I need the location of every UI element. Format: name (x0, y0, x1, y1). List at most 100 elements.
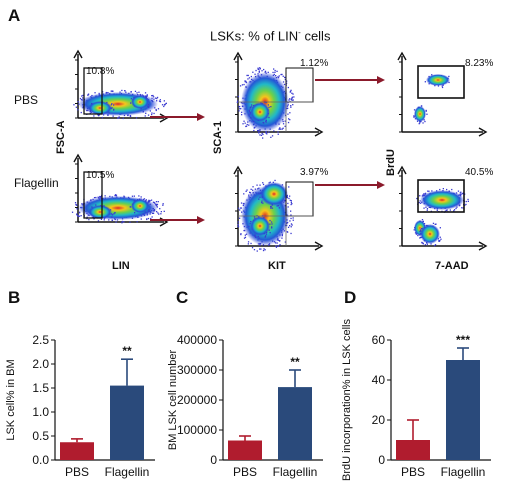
col2-cloud-1-dot (291, 224, 293, 226)
col2-cloud-0-dot (254, 73, 256, 75)
col1-cloud-0-dot (144, 115, 146, 117)
col2-cloud-1-dot (240, 202, 243, 204)
col1-hot-0-dot (148, 106, 150, 108)
col2-cloud-1-dot (263, 248, 265, 250)
col1-hot2-0-dot (108, 112, 110, 114)
col1-cloud-0-dot (75, 106, 77, 108)
col1-cloud-0-dot (163, 100, 165, 102)
col3-high-1-dot (425, 206, 427, 208)
panel-b-letter: B (8, 288, 21, 307)
col2-core-0-dot (249, 108, 251, 110)
col2-core-0-dot (248, 110, 251, 113)
col2-cloud-1-dot (262, 182, 264, 184)
col1-hot-1-dot (142, 198, 144, 201)
col2-cloud-0-dot (250, 75, 252, 78)
gate-pct-col2-pbs: 1.12% (300, 58, 329, 69)
y-tick-label: 0.5 (32, 429, 49, 443)
col2-cloud-0-dot (259, 134, 261, 136)
y-tick-label: 40 (372, 373, 386, 387)
col1-cloud-1-dot (163, 210, 165, 212)
col1-cloud-1-dot (138, 195, 140, 197)
col2-hot-1-dot (271, 207, 274, 209)
col2-cloud-1-dot (259, 184, 261, 186)
col1-cloud-0-dot (158, 100, 161, 102)
col1-cloud-1-dot (76, 214, 78, 216)
col2-core-1-dot (258, 237, 260, 239)
col3-low2-1-dot (438, 240, 440, 242)
col2-cloud-1-dot (256, 184, 258, 186)
x-tick-label: Flagellin (273, 465, 318, 479)
col3-high-1-dot (424, 192, 427, 194)
flow-cytometry-plots (71, 49, 488, 252)
col2-cloud-1-dot (252, 189, 254, 191)
col2-cloud-1-dot (246, 189, 248, 191)
col2-cloud-0-dot (287, 86, 289, 89)
col2-cloud-0-dot (291, 97, 293, 99)
col1-hot2-0-dot (87, 109, 89, 112)
y-tick-label: 300000 (177, 363, 217, 377)
col2-core-1 (248, 215, 273, 239)
col2-cloud-1-dot (287, 226, 290, 228)
col3-low-0-dot (413, 115, 415, 117)
significance-marker: ** (290, 355, 300, 369)
col3-low-0-dot (422, 122, 424, 124)
col2-cloud-1-dot (237, 221, 239, 223)
col2-cloud-0-dot (261, 70, 263, 72)
col2-cloud-1-dot (262, 249, 265, 252)
col2-hot-1-dot (276, 205, 278, 207)
col1-cloud-0-dot (79, 97, 82, 100)
col1-cloud-1-dot (131, 195, 134, 197)
col2-cloud-0-dot (291, 99, 293, 101)
col1-cloud-0-dot (159, 101, 162, 103)
col1-cloud-1-dot (71, 211, 74, 213)
col2-cloud-0-dot (270, 136, 272, 138)
col2-hot-1-dot (274, 179, 276, 182)
col1-cloud-1-dot (76, 208, 78, 210)
col2-cloud-0-dot (282, 81, 285, 83)
y-axis-label: BM LSK cell number (167, 350, 179, 451)
col1-cloud-1-dot (152, 201, 155, 203)
col1-hot2-1-dot (111, 216, 113, 218)
col2-cloud-1-dot (290, 210, 292, 212)
col2-hot-1-dot (259, 196, 261, 198)
col2-cloud-1-dot (239, 209, 241, 211)
col1-cloud-0-dot (77, 109, 79, 111)
col3-high-1-dot (465, 203, 467, 206)
col1-hot-1-dot (149, 203, 151, 205)
col2-hot-1-dot (288, 186, 290, 188)
col1-hot-1-dot (147, 202, 149, 204)
col1-cloud-0-dot (87, 94, 90, 96)
col2-cloud-0-dot (257, 130, 259, 132)
col2-cloud-0-dot (284, 125, 286, 127)
col1-cloud-0-dot (102, 91, 104, 93)
col1-cloud-1-dot (104, 195, 106, 197)
col1-cloud-0-dot (101, 116, 103, 119)
col1-cloud-0-dot (161, 104, 164, 106)
col1-hot-1-dot (148, 209, 150, 211)
col2-cloud-0-dot (246, 123, 248, 126)
col2-core-1-dot (257, 235, 259, 238)
col1-hot2-0-dot (113, 104, 115, 106)
plot-col3-flag (397, 165, 488, 251)
col2-core-0-dot (265, 119, 267, 121)
col1-cloud-1-dot (162, 204, 164, 206)
y-axis-label: LSK cell% in BM (5, 359, 17, 440)
col3-high-1-dot (457, 190, 460, 192)
col3-low-0-dot (418, 123, 420, 125)
col3-low2-1-dot (419, 230, 421, 233)
col1-hot-0-dot (141, 94, 144, 96)
gate-col1-0 (83, 67, 103, 115)
col2-cloud-0-dot (245, 125, 247, 128)
col2-cloud-0-dot (293, 96, 295, 98)
col3-high-1-dot (459, 192, 461, 194)
col3-high-1-dot (445, 209, 447, 212)
col3-high-1-dot (455, 207, 457, 210)
col1-cloud-0-dot (112, 115, 114, 117)
col3-low2-1-dot (432, 222, 435, 224)
gate-pct-col1-flag: 10.5% (86, 170, 115, 181)
plot-col1-pbs (73, 49, 169, 123)
col2-cloud-0-dot (239, 108, 241, 110)
col1-cloud-1-dot (100, 196, 102, 198)
col1-cloud-1-dot (160, 211, 162, 213)
col1-cloud-1-dot (79, 211, 81, 213)
